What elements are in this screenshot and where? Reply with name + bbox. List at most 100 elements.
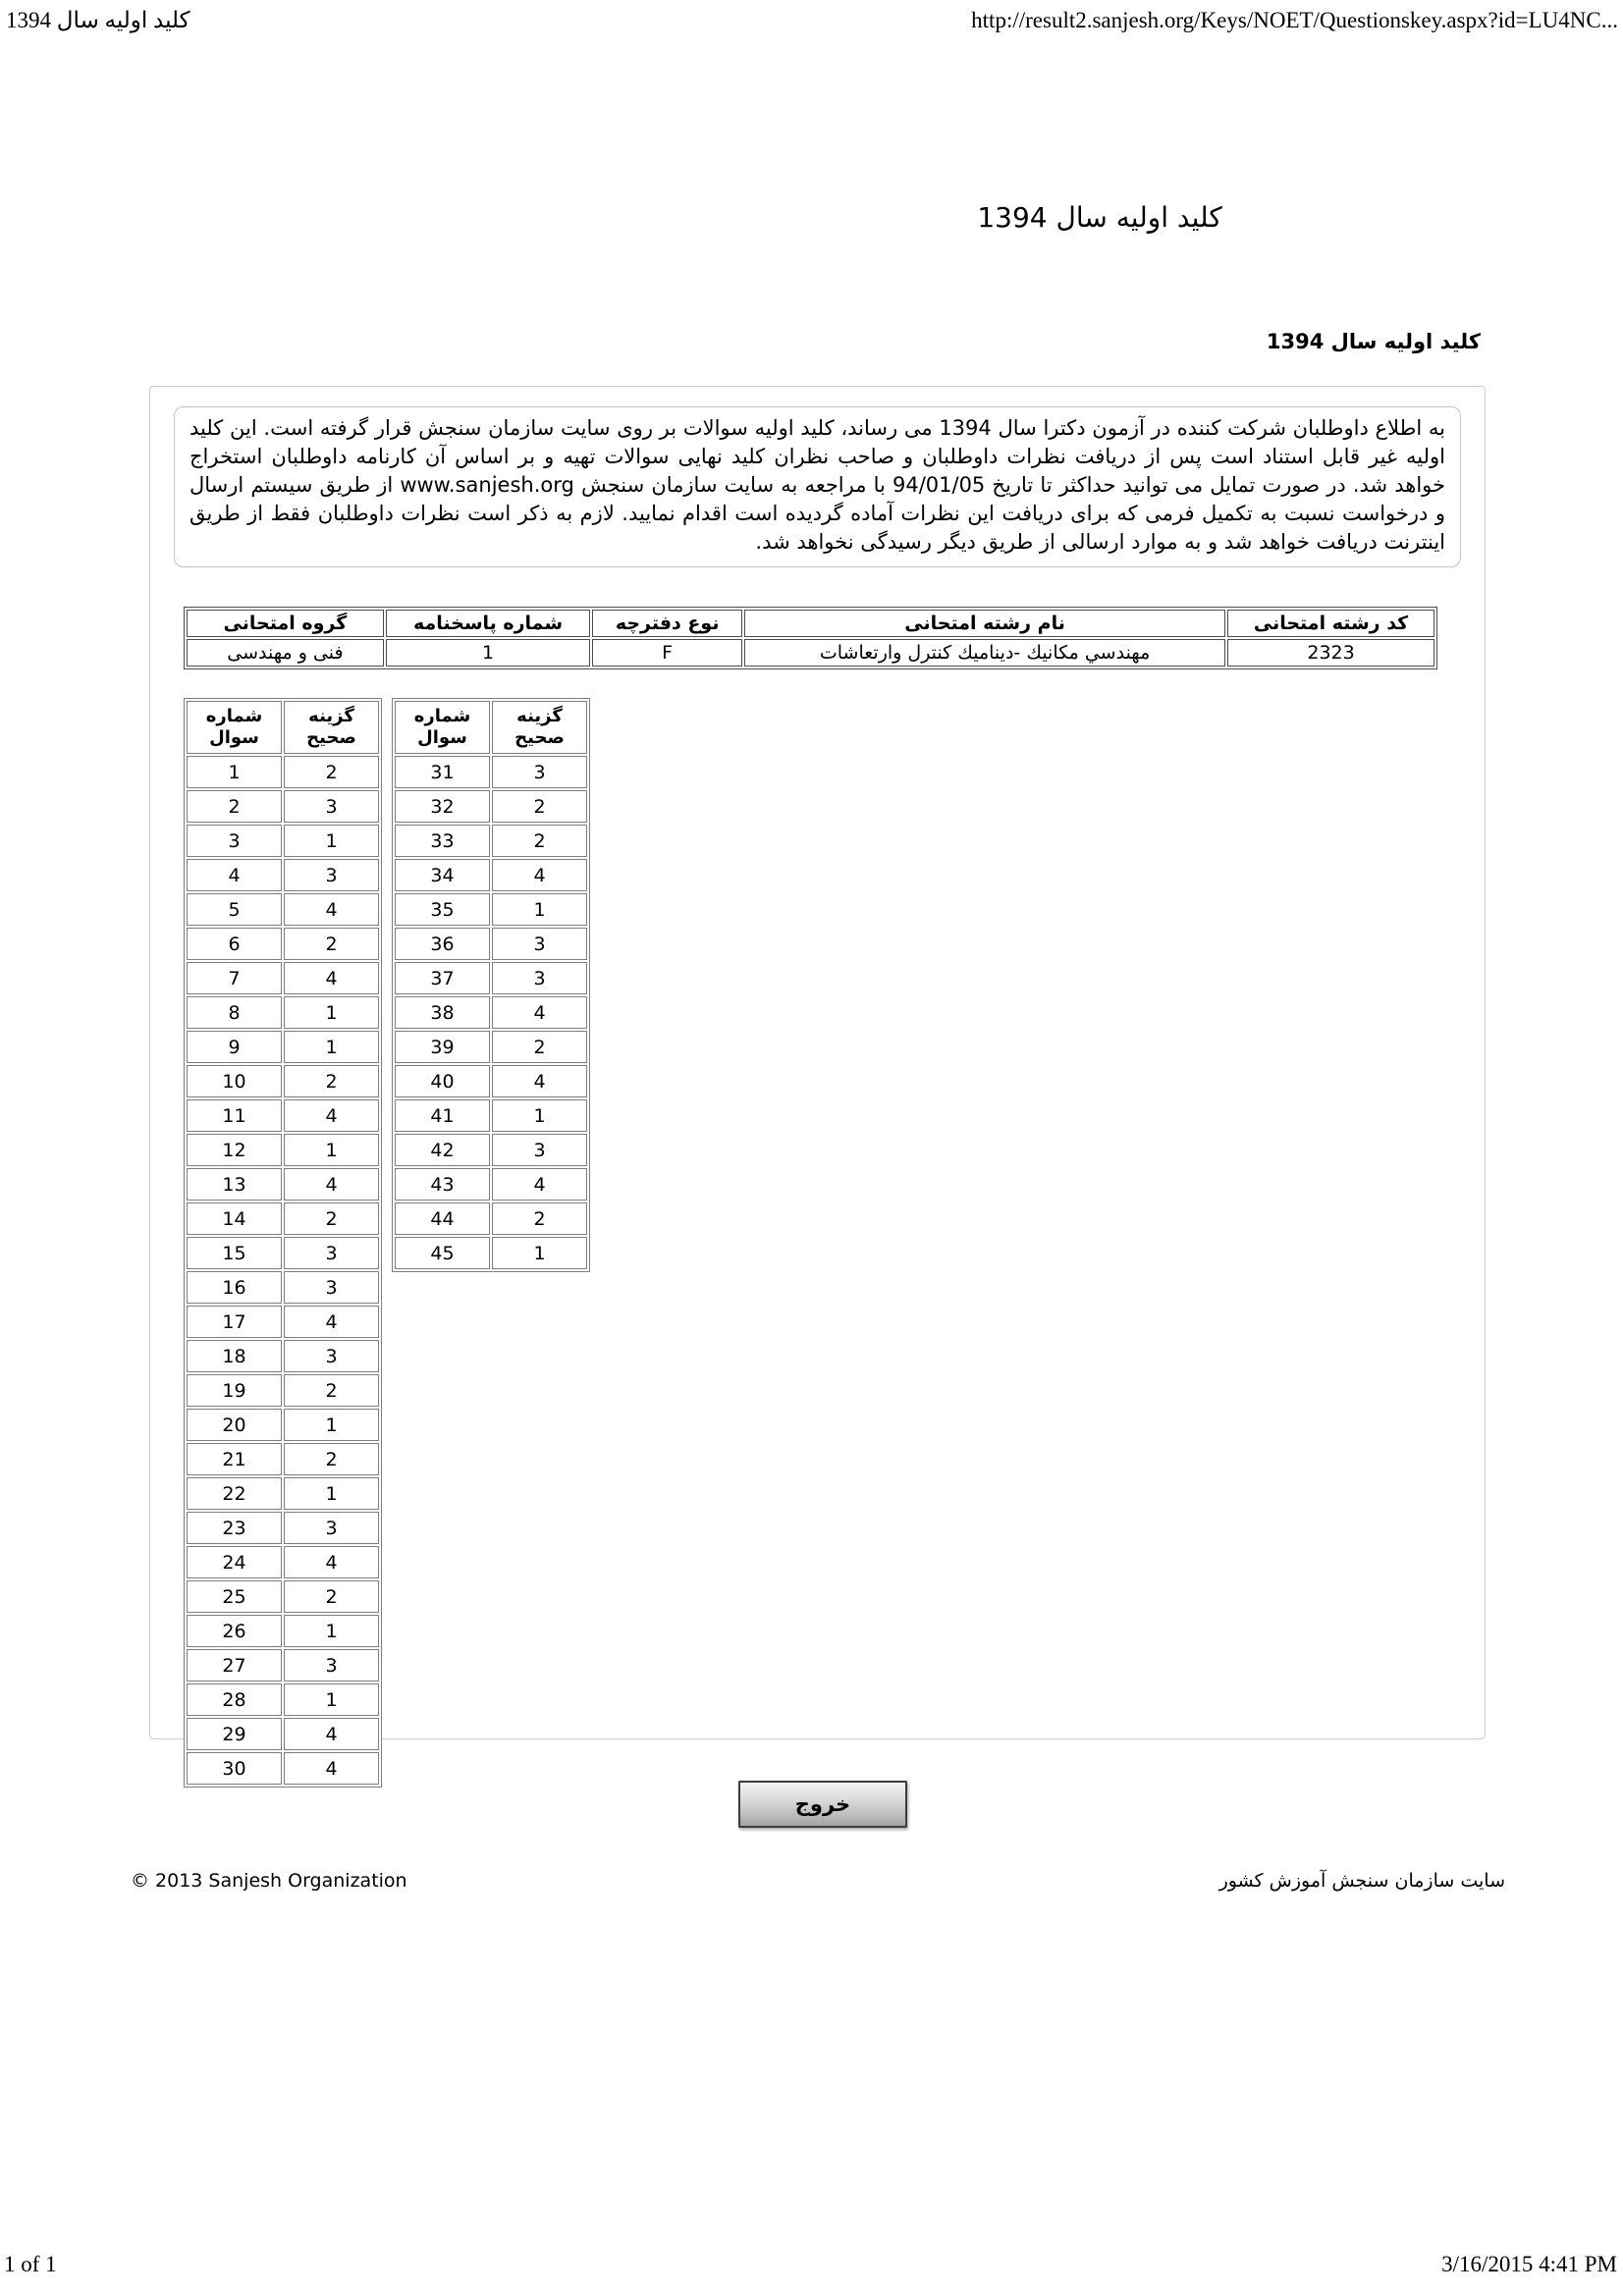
question-number-cell: 3: [187, 825, 282, 857]
answer-choice-cell: 2: [492, 825, 587, 857]
answer-choice-cell: 4: [492, 859, 587, 891]
answer-row: 19 2: [187, 1374, 379, 1407]
answer-choice-cell: 4: [284, 1306, 379, 1338]
question-number-cell: 43: [395, 1168, 490, 1201]
question-number-cell: 23: [187, 1512, 282, 1544]
question-number-cell: 24: [187, 1546, 282, 1578]
answer-choice-cell: 4: [492, 1065, 587, 1097]
exam-code-value: 2323: [1227, 639, 1434, 667]
answer-choice-cell: 4: [284, 893, 379, 926]
copyright-text: © 2013 Sanjesh Organization: [131, 1870, 407, 1892]
question-number-cell: 45: [395, 1237, 490, 1269]
print-doc-title: کلید اولیه سال 1394: [6, 8, 190, 32]
answer-choice-cell: 4: [284, 1099, 379, 1132]
question-number-cell: 26: [187, 1615, 282, 1647]
question-number-cell: 36: [395, 928, 490, 960]
answer-row: 26 1: [187, 1615, 379, 1647]
answer-row: 41 1: [395, 1099, 587, 1132]
notice-box: به اطلاع داوطلبان شرکت کننده در آزمون دک…: [174, 406, 1461, 567]
answer-row: 16 3: [187, 1271, 379, 1304]
content-panel: به اطلاع داوطلبان شرکت کننده در آزمون دک…: [149, 386, 1486, 1788]
answer-row: 21 2: [187, 1443, 379, 1475]
answer-row: 17 4: [187, 1306, 379, 1338]
answer-choice-cell: 2: [284, 1202, 379, 1235]
question-number-cell: 34: [395, 859, 490, 891]
answer-choice-cell: 2: [492, 1031, 587, 1063]
answer-choice-cell: 4: [492, 1168, 587, 1201]
answer-row: 20 1: [187, 1409, 379, 1441]
question-number-cell: 17: [187, 1306, 282, 1338]
answer-choice-cell: 3: [284, 1340, 379, 1372]
question-number-cell: 41: [395, 1099, 490, 1132]
exam-group-value: فنی و مهندسی: [187, 639, 384, 667]
answer-row: 29 4: [187, 1718, 379, 1750]
answer-row: 34 4: [395, 859, 587, 891]
question-number-cell: 25: [187, 1580, 282, 1613]
answer-row: 45 1: [395, 1237, 587, 1269]
answer-header-row: شماره سوال گزینه صحیح: [395, 701, 587, 754]
question-number-cell: 37: [395, 962, 490, 994]
answer-choice-cell: 3: [284, 790, 379, 823]
question-number-cell: 4: [187, 859, 282, 891]
question-number-cell: 16: [187, 1271, 282, 1304]
answer-choice-cell: 3: [284, 859, 379, 891]
answer-choice-cell: 3: [284, 1237, 379, 1269]
info-data-row: 2323 مهندسي مكانيك -ديناميك كنترل وارتعا…: [187, 639, 1434, 667]
answer-choice-cell: 1: [284, 1615, 379, 1647]
answer-choice-cell: 1: [284, 825, 379, 857]
answer-choice-cell: 2: [284, 1443, 379, 1475]
question-number-cell: 5: [187, 893, 282, 926]
question-number-cell: 22: [187, 1477, 282, 1510]
header-question-number: شماره سوال: [187, 701, 282, 754]
question-number-cell: 6: [187, 928, 282, 960]
answer-choice-cell: 3: [492, 928, 587, 960]
answer-row: 24 4: [187, 1546, 379, 1578]
header-major-name: نام رشته امتحانی: [744, 610, 1226, 637]
question-number-cell: 14: [187, 1202, 282, 1235]
answer-row: 43 4: [395, 1168, 587, 1201]
answer-row: 37 3: [395, 962, 587, 994]
question-number-cell: 2: [187, 790, 282, 823]
answer-row: 25 2: [187, 1580, 379, 1613]
question-number-cell: 9: [187, 1031, 282, 1063]
header-booklet-type: نوع دفترچه: [592, 610, 743, 637]
answer-row: 44 2: [395, 1202, 587, 1235]
question-number-cell: 21: [187, 1443, 282, 1475]
question-number-cell: 12: [187, 1134, 282, 1166]
question-number-cell: 35: [395, 893, 490, 926]
answer-row: 15 3: [187, 1237, 379, 1269]
answer-row: 12 1: [187, 1134, 379, 1166]
answer-choice-cell: 2: [284, 1065, 379, 1097]
major-name-value: مهندسي مكانيك -ديناميك كنترل وارتعاشات: [744, 639, 1226, 667]
answer-row: 38 4: [395, 996, 587, 1029]
answer-row: 10 2: [187, 1065, 379, 1097]
answer-row: 32 2: [395, 790, 587, 823]
answer-choice-cell: 1: [284, 1477, 379, 1510]
answer-row: 30 4: [187, 1752, 379, 1785]
answer-row: 39 2: [395, 1031, 587, 1063]
answer-table-2: شماره سوال گزینه صحیح 31 3 32 2 33 2 34 4 35 1 36 3…: [392, 698, 590, 1272]
question-number-cell: 30: [187, 1752, 282, 1785]
question-number-cell: 19: [187, 1374, 282, 1407]
question-number-cell: 42: [395, 1134, 490, 1166]
site-name-text: سایت سازمان سنجش آموزش کشور: [1218, 1870, 1505, 1892]
question-number-cell: 1: [187, 756, 282, 788]
exit-button[interactable]: خروج: [738, 1781, 907, 1828]
answer-row: 33 2: [395, 825, 587, 857]
question-number-cell: 15: [187, 1237, 282, 1269]
answer-choice-cell: 4: [284, 1718, 379, 1750]
answersheet-number-value: 1: [385, 639, 591, 667]
question-number-cell: 11: [187, 1099, 282, 1132]
answer-row: 27 3: [187, 1649, 379, 1682]
question-number-cell: 33: [395, 825, 490, 857]
exam-info-table: کد رشته امتحانی نام رشته امتحانی نوع دفت…: [184, 607, 1437, 669]
print-timestamp: 3/16/2015 4:41 PM: [1441, 2252, 1617, 2276]
question-number-cell: 10: [187, 1065, 282, 1097]
answer-choice-cell: 4: [284, 1546, 379, 1578]
print-doc-url: http://result2.sanjesh.org/Keys/NOET/Que…: [971, 8, 1618, 32]
